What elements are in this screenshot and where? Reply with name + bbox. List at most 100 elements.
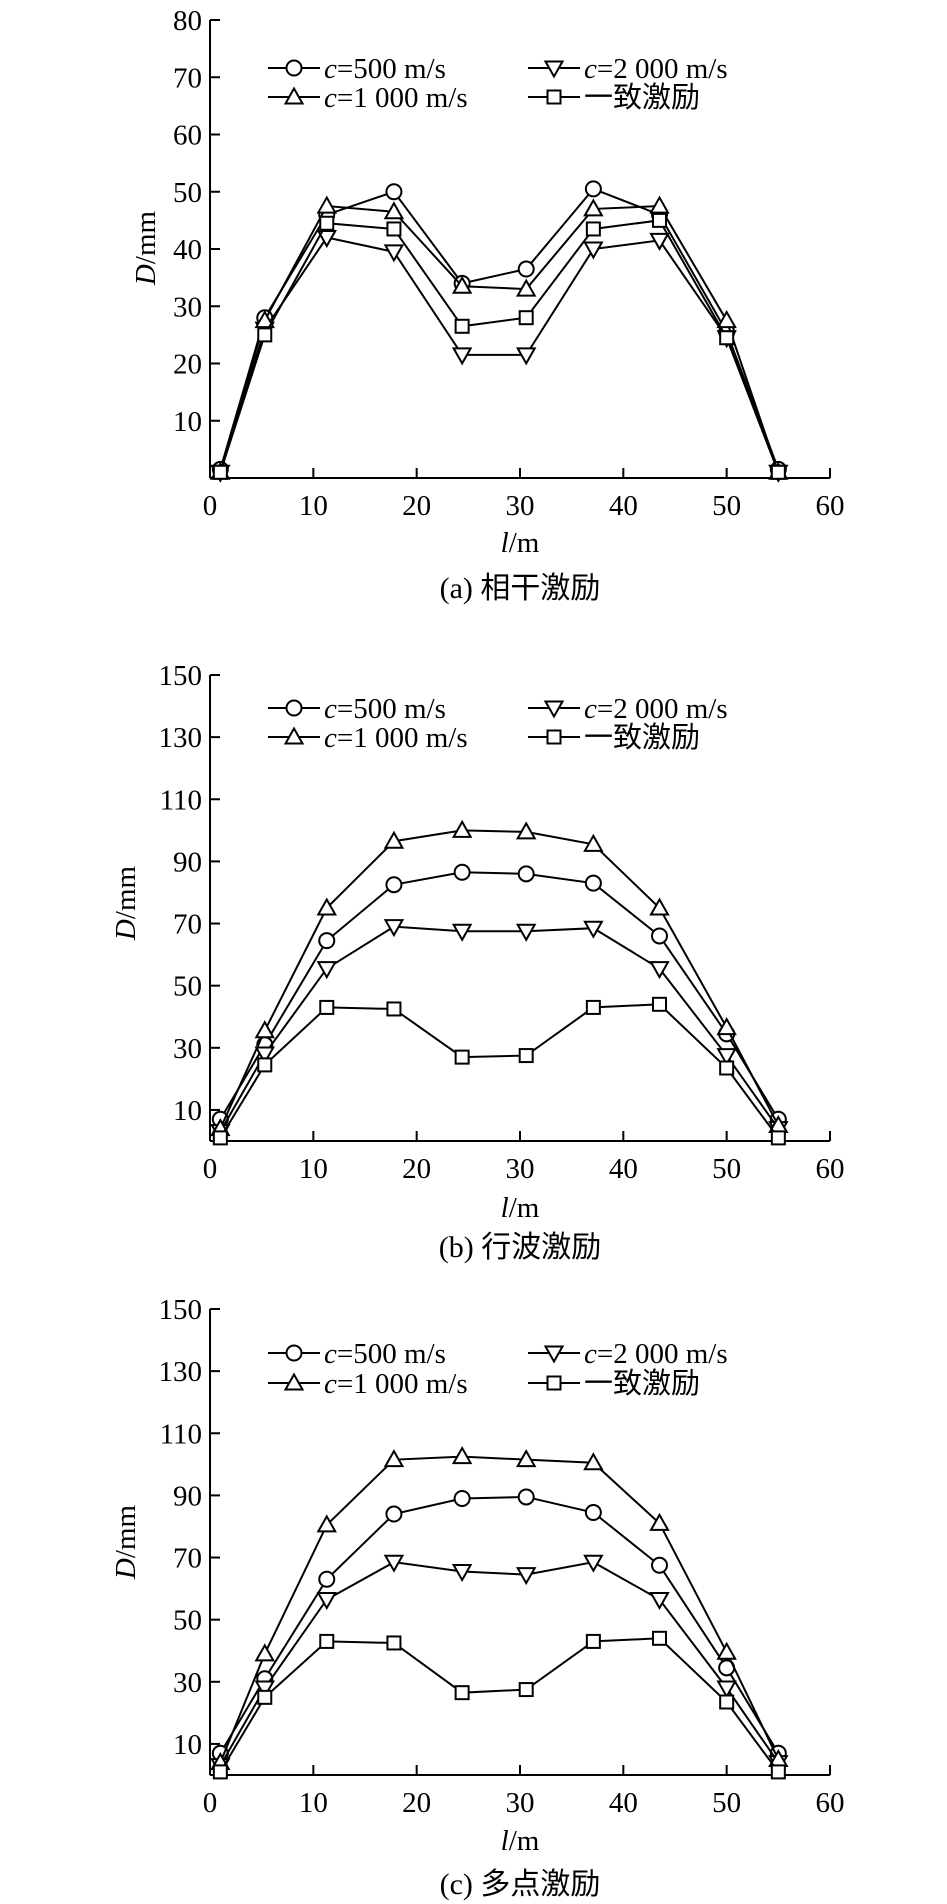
data-point-triangle-up	[649, 1512, 670, 1531]
data-point-triangle-down	[649, 232, 670, 251]
data-point-triangle-up	[451, 275, 473, 294]
chart-panel-b: 10 30 50 70 90 110 130 150 0 10 20 30 40 50 60 D/mm l/m(…	[0, 645, 947, 1265]
data-point-triangle-up	[649, 195, 670, 214]
x-tick-label: 10	[299, 1153, 328, 1185]
legend-label: c=500 m/s	[324, 693, 446, 725]
data-point-triangle-up	[254, 1020, 275, 1039]
series-circle	[211, 1488, 787, 1762]
data-point-square	[212, 1130, 228, 1146]
data-point-circle	[517, 1488, 535, 1506]
x-tick-label: 50	[712, 490, 741, 522]
y-axis-title: D/mm	[110, 1504, 142, 1580]
legend-marker-square	[546, 89, 562, 105]
legend-label: c=500 m/s	[324, 1338, 446, 1370]
data-point-square	[770, 1130, 786, 1146]
legend-marker-square	[546, 1375, 562, 1391]
data-point-square	[319, 1633, 335, 1649]
legend-symbol-c: c	[324, 1338, 337, 1370]
data-point-triangle-down	[383, 244, 405, 263]
legend-label: c=2 000 m/s	[584, 53, 728, 85]
y-tick-label: 50	[173, 1605, 202, 1637]
legend-item-triangle-down: c=2 000 m/s	[528, 1338, 728, 1370]
legend-item-triangle-down: c=2 000 m/s	[528, 53, 728, 85]
y-tick-label: 20	[173, 349, 202, 381]
data-point-square	[319, 215, 335, 231]
legend-symbol-c: c	[324, 53, 337, 85]
x-tick-label: 30	[506, 1153, 535, 1185]
series-triangle-up	[210, 819, 789, 1137]
y-axis-title-variable: D	[130, 264, 162, 286]
legend-item-triangle-up: c=1 000 m/s	[268, 1368, 468, 1400]
data-point-square	[319, 999, 335, 1015]
series-line	[219, 236, 780, 473]
legend-value: 一致激励	[584, 1367, 700, 1400]
series-line	[219, 1455, 780, 1763]
data-point-circle	[385, 1505, 403, 1523]
data-point-triangle-down	[316, 1591, 337, 1611]
data-point-triangle-up	[316, 1514, 337, 1533]
data-point-square	[518, 1682, 534, 1698]
x-tick-label: 40	[609, 490, 638, 522]
legend-value: =500 m/s	[337, 1338, 446, 1370]
data-point-square	[719, 1060, 735, 1076]
data-point-triangle-up	[583, 1452, 604, 1471]
data-point-triangle-up	[716, 1017, 737, 1036]
y-tick-label: 60	[173, 120, 202, 152]
legend-label: c=1 000 m/s	[324, 1368, 468, 1400]
legend-item-circle: c=500 m/s	[268, 693, 446, 725]
data-point-triangle-down	[515, 347, 537, 366]
data-point-circle	[584, 1503, 602, 1521]
y-tick-label: 50	[173, 971, 202, 1003]
series-circle	[211, 180, 787, 478]
legend-marker-square	[546, 729, 562, 745]
series-line	[219, 205, 780, 473]
legend-item-circle: c=500 m/s	[268, 1338, 446, 1370]
data-point-square	[652, 212, 667, 228]
data-point-square	[518, 1048, 534, 1064]
legend-item-square: 一致激励	[528, 721, 700, 754]
legend-value: =1 000 m/s	[337, 1368, 468, 1400]
y-tick-label: 40	[173, 234, 202, 266]
series-triangle-down	[210, 1554, 789, 1777]
series-triangle-down	[210, 230, 789, 483]
legend-label: c=500 m/s	[324, 53, 446, 85]
legend-item-triangle-down: c=2 000 m/s	[528, 693, 728, 725]
y-axis-title-variable: D	[110, 919, 142, 941]
legend-marker-triangle-down	[543, 700, 565, 719]
y-tick-label: 90	[173, 1480, 202, 1512]
x-axis-title-variable: l	[501, 1825, 509, 1857]
x-tick-label: 50	[712, 1787, 741, 1819]
data-point-triangle-up	[583, 833, 604, 852]
series-line	[219, 219, 780, 473]
data-point-square	[454, 1049, 470, 1065]
x-tick-label: 0	[203, 1153, 218, 1185]
legend-marker-triangle-up	[283, 86, 305, 105]
legend-item-square: 一致激励	[528, 81, 700, 114]
data-point-triangle-up	[716, 310, 737, 329]
data-point-square	[386, 221, 402, 237]
y-tick-label: 30	[173, 1033, 202, 1065]
data-point-triangle-up	[254, 1643, 275, 1662]
x-axis-title-unit: /m	[509, 527, 540, 559]
legend-value: =2 000 m/s	[597, 1338, 728, 1370]
legend-symbol-c: c	[324, 82, 337, 114]
data-point-triangle-up	[316, 195, 337, 214]
data-point-square	[454, 318, 470, 334]
x-tick-label: 20	[402, 1787, 431, 1819]
series-line	[219, 1003, 780, 1139]
series-square	[212, 996, 786, 1146]
data-point-triangle-down	[583, 1554, 604, 1573]
x-tick-label: 60	[816, 490, 845, 522]
legend-symbol-c: c	[324, 722, 337, 754]
data-point-square	[652, 1630, 667, 1646]
legend-marker-circle	[285, 699, 303, 717]
x-axis-title: l/m	[501, 1825, 540, 1857]
data-point-square	[518, 310, 534, 326]
series-line	[219, 187, 780, 470]
y-tick-label: 30	[173, 291, 202, 323]
x-axis-title-unit: /m	[509, 1192, 540, 1224]
y-tick-label: 70	[173, 909, 202, 941]
x-tick-label: 50	[712, 1153, 741, 1185]
x-axis-title-unit: /m	[509, 1825, 540, 1857]
data-point-triangle-down	[451, 923, 473, 942]
